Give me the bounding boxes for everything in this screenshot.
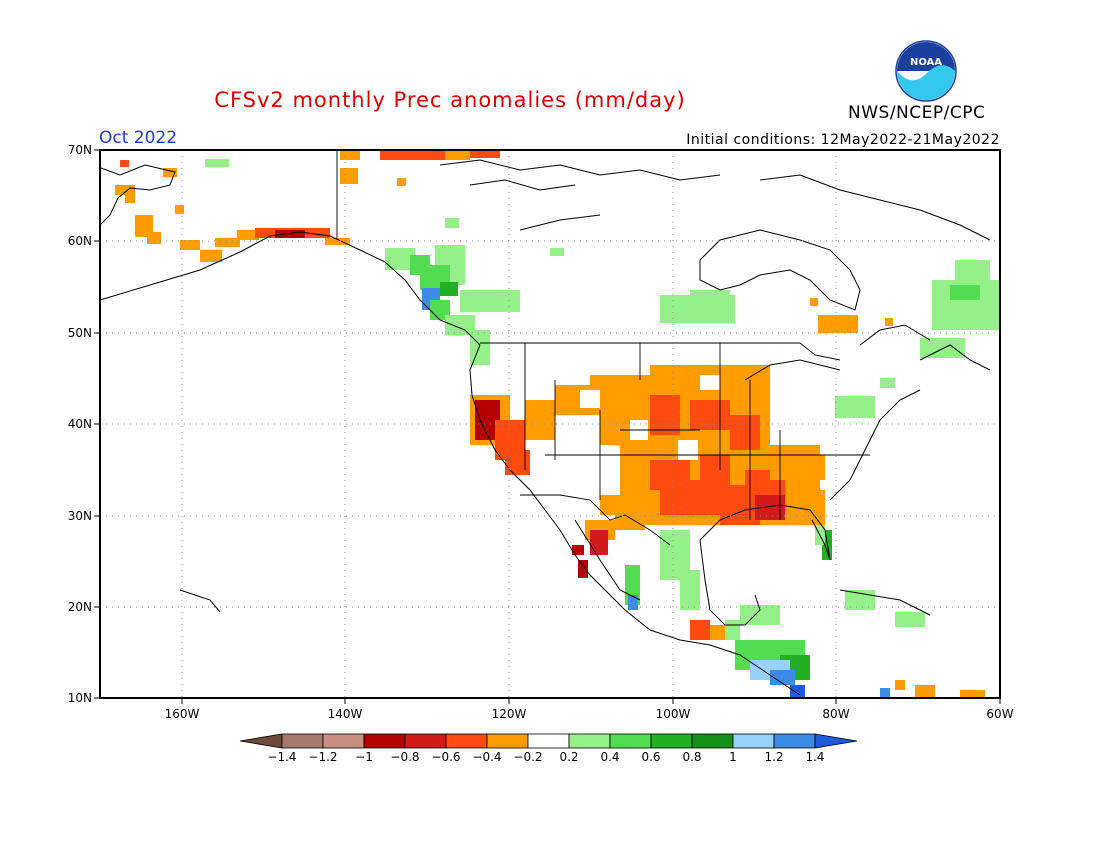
forecast-month: Oct 2022 [99, 128, 178, 148]
lon-label-100w: 100W [655, 707, 691, 721]
colorbar-tick-label: 0.8 [682, 750, 702, 764]
colorbar-swatch [363, 733, 406, 749]
colorbar-low-arrow [239, 733, 283, 749]
colorbar-swatch [691, 733, 734, 749]
colorbar-tick-label: −0.4 [472, 750, 502, 764]
colorbar-tick-label: −0.6 [431, 750, 461, 764]
colorbar-tick-label: −1 [355, 750, 373, 764]
noaa-logo-text: NOAA [910, 57, 942, 68]
colorbar-swatch [773, 733, 816, 749]
lon-label-80w: 80W [822, 707, 850, 721]
colorbar-swatch [322, 733, 365, 749]
agency-label: NWS/NCEP/CPC [848, 103, 986, 123]
map-title: CFSv2 monthly Prec anomalies (mm/day) [214, 88, 686, 112]
colorbar-tick-label: −0.2 [513, 750, 543, 764]
lat-label-50n: 50N [67, 326, 92, 340]
colorbar-tick-label: −0.8 [390, 750, 420, 764]
colorbar-swatch [281, 733, 324, 749]
lon-label-120w: 120W [491, 707, 527, 721]
lon-label-160w: 160W [164, 707, 200, 721]
colorbar-high-arrow [814, 733, 858, 749]
lat-label-30n: 30N [67, 509, 92, 523]
colorbar-tick-label: −1.4 [267, 750, 297, 764]
colorbar-tick-label: 1.2 [764, 750, 784, 764]
colorbar-swatch [732, 733, 775, 749]
colorbar [239, 733, 858, 749]
colorbar-swatch [650, 733, 693, 749]
initial-conditions: Initial conditions: 12May2022-21May2022 [686, 132, 1000, 148]
lat-label-10n: 10N [67, 691, 92, 705]
coastlines [99, 159, 991, 696]
colorbar-swatch [527, 733, 570, 749]
colorbar-tick-label: 0.4 [600, 750, 620, 764]
colorbar-swatch [486, 733, 529, 749]
lat-label-60n: 60N [67, 234, 92, 248]
anomaly-cells [115, 150, 1000, 698]
colorbar-swatch [445, 733, 488, 749]
colorbar-tick-label: −1.2 [308, 750, 338, 764]
colorbar-tick-label: 1 [729, 750, 737, 764]
colorbar-tick-label: 1.4 [805, 750, 825, 764]
political-borders [336, 150, 870, 546]
colorbar-swatch [609, 733, 652, 749]
graticule [100, 150, 1000, 698]
colorbar-tick-label: 0.2 [559, 750, 579, 764]
axis-ticks [94, 149, 1001, 704]
colorbar-tick-label: 0.6 [641, 750, 661, 764]
lon-label-60w: 60W [986, 707, 1014, 721]
lat-label-20n: 20N [67, 600, 92, 614]
noaa-logo-icon: NOAA [895, 40, 957, 102]
lat-label-70n: 70N [67, 143, 92, 157]
colorbar-swatch [404, 733, 447, 749]
colorbar-swatch [568, 733, 611, 749]
lat-label-40n: 40N [67, 417, 92, 431]
lon-label-140w: 140W [327, 707, 363, 721]
